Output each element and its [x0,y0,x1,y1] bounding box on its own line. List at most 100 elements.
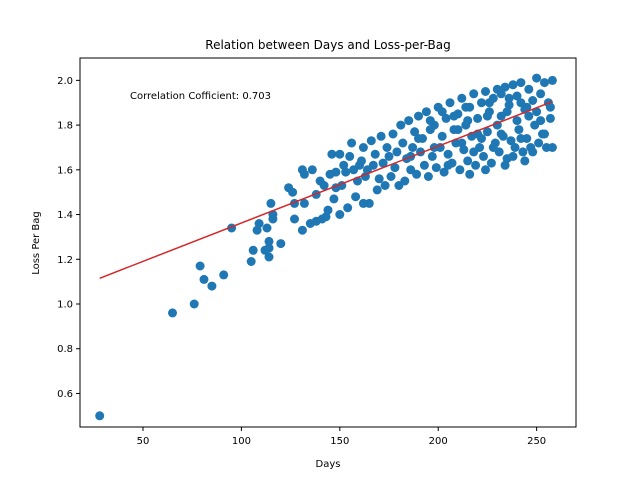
y-axis-label: Loss Per Bag [31,211,42,275]
data-point [357,156,366,166]
y-tick-label: 1.8 [57,121,73,132]
data-point [343,203,353,213]
data-point [512,91,522,101]
data-point [443,160,453,170]
data-point [414,134,423,143]
y-tick-label: 0.6 [57,389,73,400]
data-point [481,165,490,175]
data-point [307,165,317,175]
data-point [482,127,492,137]
data-point [351,192,361,202]
data-point [364,198,374,208]
data-point [423,172,433,181]
data-point [168,308,177,318]
data-point [510,143,520,152]
data-point [288,187,298,197]
data-point [496,129,506,139]
data-point [219,270,229,280]
data-point [547,143,557,152]
data-point [469,147,479,157]
chart-title: Relation between Days and Loss-per-Bag [205,38,450,52]
data-point [463,116,473,126]
data-point [195,261,205,271]
data-point [540,78,549,88]
data-point [532,73,542,83]
data-point [463,156,473,166]
data-point [502,107,512,117]
data-point [199,274,209,284]
y-tick-label: 1.2 [57,255,73,266]
data-point [545,102,555,112]
data-point [516,98,526,108]
data-point [297,225,307,235]
data-point [508,151,518,161]
data-point [382,143,392,152]
data-point [290,214,299,224]
data-point [508,80,518,90]
data-point [392,147,402,157]
data-point [504,93,514,103]
data-point [368,160,378,170]
data-point [506,136,516,146]
x-tick-label: 50 [137,436,150,447]
y-tick-label: 1.6 [57,165,73,176]
data-point [384,151,394,161]
data-point [268,214,278,224]
data-point [443,149,453,159]
y-tick-label: 2.0 [57,76,73,87]
data-point [323,205,333,215]
data-point [536,89,546,99]
data-point [479,151,488,161]
data-point [524,84,534,94]
data-point [514,125,524,135]
data-point [457,93,467,103]
data-point [518,147,528,157]
data-point [331,167,341,177]
data-point [335,210,345,219]
x-tick-label: 150 [330,436,349,447]
y-tick-label: 1.4 [57,210,73,221]
data-point [248,245,258,255]
data-point [469,89,479,99]
data-point [207,281,217,291]
data-point [264,252,274,262]
data-point [425,116,435,126]
data-point [412,169,422,179]
data-point [441,113,451,123]
data-point [512,116,522,126]
plot-frame [79,57,577,428]
data-point [455,165,465,175]
data-point [540,129,549,139]
data-point [341,167,351,177]
data-point [408,143,418,152]
data-point [400,176,410,186]
data-point [481,87,490,96]
data-point [335,149,345,159]
data-point [516,134,526,143]
x-axis-ticks: 50 100 150 200 250 [137,427,546,447]
data-point [264,236,274,246]
data-point [471,160,481,170]
data-point [345,151,355,161]
data-point [457,138,467,148]
data-point [431,163,441,173]
data-point [419,160,429,170]
data-point [437,107,447,117]
data-point [378,158,388,168]
fit-layer [99,100,553,279]
data-point [473,113,483,123]
data-point [449,111,459,121]
data-point [516,78,526,88]
data-point [396,120,406,130]
data-point [386,172,396,181]
y-tick-label: 0.8 [57,344,73,355]
data-point [189,299,199,309]
data-point [374,174,384,184]
x-axis-label: Days [316,459,341,470]
data-point [500,82,510,92]
data-point [254,219,264,228]
data-point [95,411,105,421]
data-point [536,116,546,126]
